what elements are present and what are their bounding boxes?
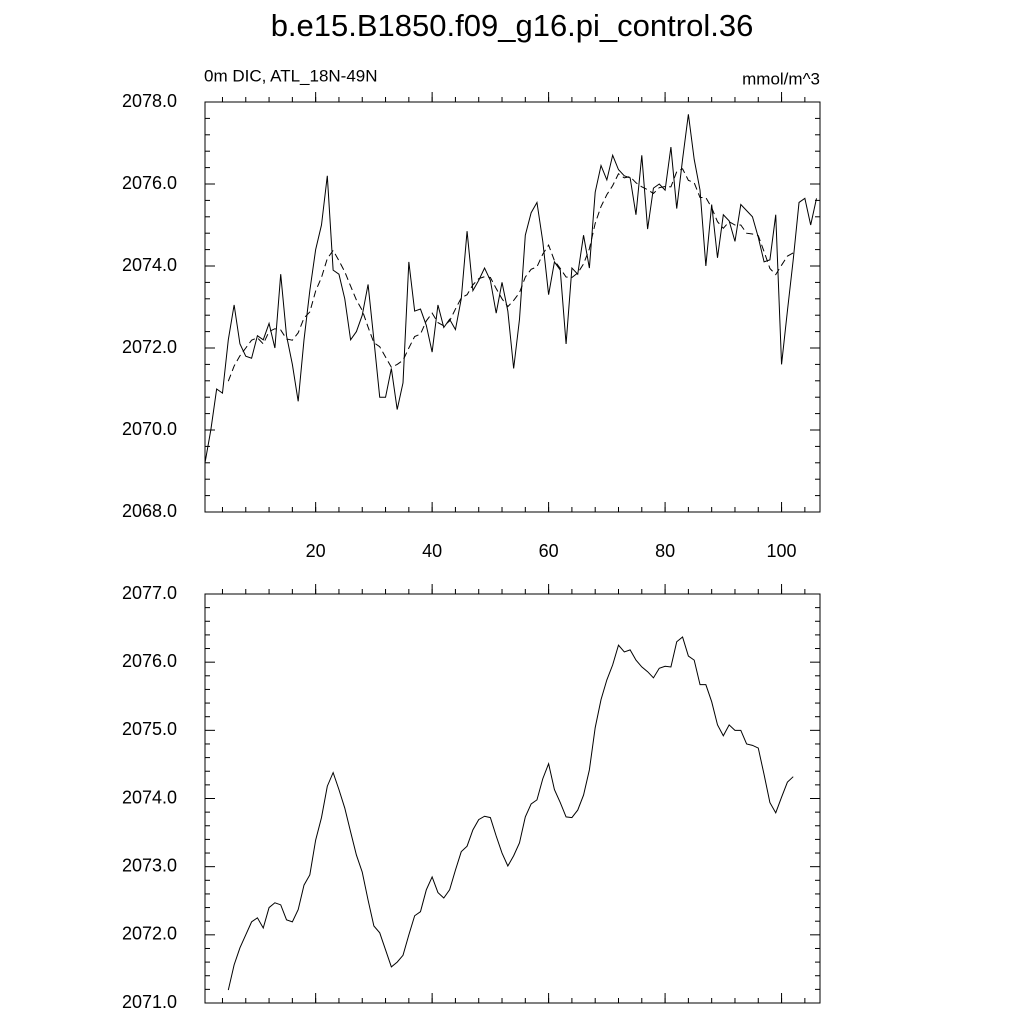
y-tick-label: 2076.0 <box>122 651 177 671</box>
y-tick-label: 2070.0 <box>122 419 177 439</box>
plot-frame <box>204 593 821 1004</box>
y-tick-label: 2077.0 <box>122 583 177 603</box>
y-tick-label: 2074.0 <box>122 787 177 807</box>
left-label: 0m DIC, ATL_18N-49N <box>204 66 378 85</box>
y-tick-label: 2074.0 <box>122 255 177 275</box>
units-label: mmol/m^3 <box>742 69 820 88</box>
y-tick-label: 2072.0 <box>122 924 177 944</box>
plot-frame <box>204 101 821 513</box>
data-line <box>204 114 817 463</box>
x-tick-label: 80 <box>655 541 675 561</box>
y-tick-label: 2072.0 <box>122 337 177 357</box>
y-tick-label: 2078.0 <box>122 91 177 111</box>
data-line <box>227 636 794 991</box>
x-tick-label: 100 <box>767 541 797 561</box>
y-tick-label: 2075.0 <box>122 719 177 739</box>
x-tick-label: 20 <box>306 541 326 561</box>
y-tick-label: 2076.0 <box>122 173 177 193</box>
x-tick-label: 60 <box>539 541 559 561</box>
x-tick-label: 40 <box>422 541 442 561</box>
y-tick-label: 2073.0 <box>122 855 177 875</box>
y-tick-label: 2071.0 <box>122 992 177 1012</box>
chart-title: b.e15.B1850.f09_g16.pi_control.36 <box>271 8 754 43</box>
y-tick-label: 2068.0 <box>122 501 177 521</box>
data-line <box>227 168 794 382</box>
